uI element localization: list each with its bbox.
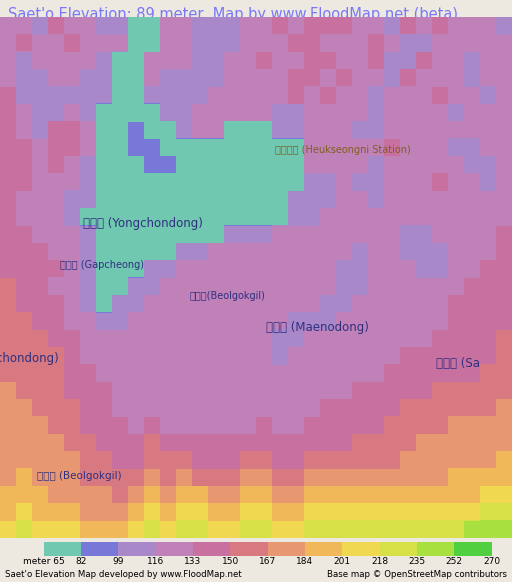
Bar [305,542,342,556]
Bar [193,542,230,556]
Text: 매노동 (Maenodong): 매노동 (Maenodong) [266,321,369,334]
Text: Saet'o Elevation: 89 meter  Map by www.FloodMap.net (beta): Saet'o Elevation: 89 meter Map by www.Fl… [8,7,458,22]
Bar [342,542,379,556]
Bar [81,542,118,556]
Bar [454,542,492,556]
Text: 133: 133 [184,557,202,566]
Text: 201: 201 [334,557,351,566]
Text: 150: 150 [222,557,239,566]
Text: 법곡길(Beolgokgil): 법곡길(Beolgokgil) [190,291,266,301]
Text: 법곡길 (Beolgokgil): 법곡길 (Beolgokgil) [37,471,122,481]
Text: 167: 167 [259,557,276,566]
Bar [44,542,81,556]
Bar [267,542,305,556]
Text: Base map © OpenStreetMap contributors: Base map © OpenStreetMap contributors [327,570,507,579]
Text: 용촌동 (Yongchondong): 용촌동 (Yongchondong) [83,217,203,230]
Text: 산직동 (Sa: 산직동 (Sa [436,357,480,370]
Text: 184: 184 [296,557,313,566]
Text: 갈곡로 (Gapcheong): 갈곡로 (Gapcheong) [60,260,144,270]
Bar [118,542,156,556]
Text: 82: 82 [75,557,87,566]
Bar [417,542,454,556]
Text: 116: 116 [147,557,164,566]
Bar [230,542,268,556]
Text: 235: 235 [408,557,425,566]
Text: 252: 252 [445,557,463,566]
Text: 218: 218 [371,557,388,566]
Bar [379,542,417,556]
Text: 270: 270 [483,557,500,566]
Text: meter 65: meter 65 [23,557,65,566]
Text: 흑석리역 (Heukseongni Station): 흑석리역 (Heukseongni Station) [275,146,411,155]
Text: Saet'o Elevation Map developed by www.FloodMap.net: Saet'o Elevation Map developed by www.Fl… [5,570,242,579]
Bar [156,542,193,556]
Text: ngchondong): ngchondong) [0,352,59,365]
Text: 99: 99 [113,557,124,566]
